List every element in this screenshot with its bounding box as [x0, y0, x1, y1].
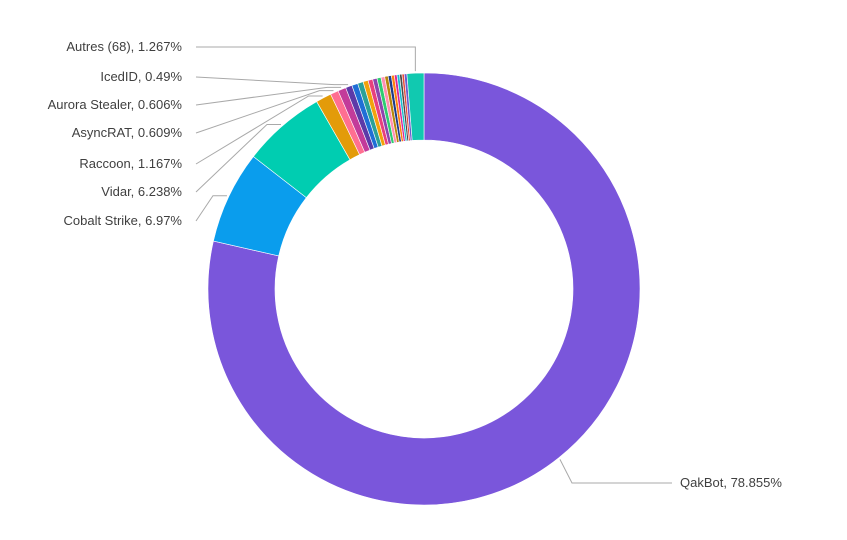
leader-line-icedid [195, 76, 349, 86]
label-qakbot: QakBot, 78.855% [680, 475, 782, 490]
leader-line-asyncrat [195, 90, 334, 134]
slice-qakbot[interactable] [207, 72, 641, 506]
label-raccoon: Raccoon, 1.167% [79, 156, 182, 171]
leader-line-raccoon [195, 95, 323, 165]
leader-line-qakbot [559, 459, 672, 484]
slice-autres-68[interactable] [406, 72, 425, 141]
leader-line-vidar [195, 123, 282, 193]
donut-slices [207, 72, 641, 506]
leader-line-aurora-stealer [195, 86, 342, 106]
label-cobalt-strike: Cobalt Strike, 6.97% [63, 213, 182, 228]
leader-line-autres-68 [196, 46, 416, 72]
label-aurora-stealer: Aurora Stealer, 0.606% [48, 97, 183, 112]
label-autres-68: Autres (68), 1.267% [66, 39, 182, 54]
label-icedid: IcedID, 0.49% [100, 69, 182, 84]
label-vidar: Vidar, 6.238% [101, 184, 182, 199]
label-asyncrat: AsyncRAT, 0.609% [72, 125, 183, 140]
leader-line-cobalt-strike [195, 195, 227, 222]
label-leader-lines [195, 46, 672, 484]
slice-labels: Autres (68), 1.267% IcedID, 0.49% Aurora S… [48, 39, 783, 490]
